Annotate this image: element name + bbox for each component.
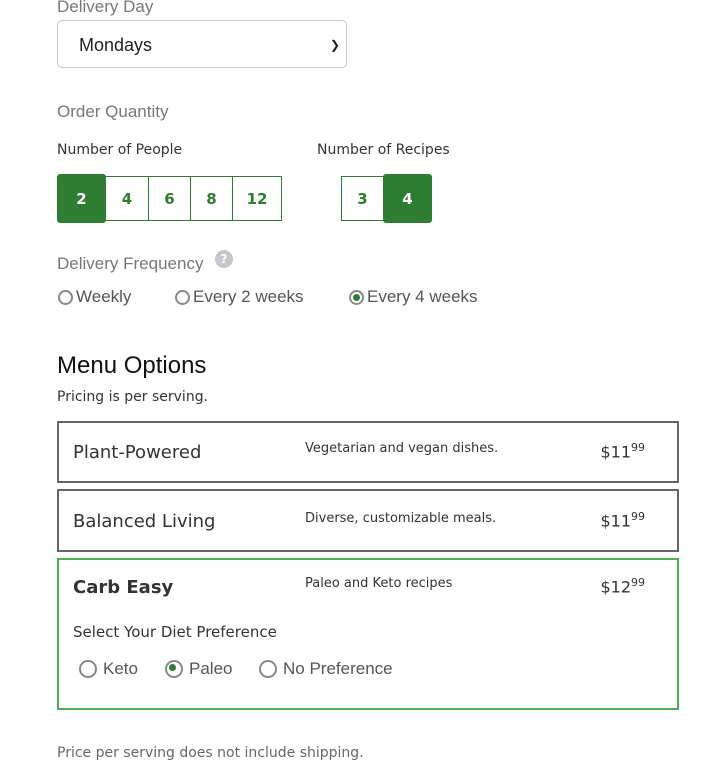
- option-desc: Vegetarian and vegan dishes.: [305, 441, 499, 456]
- people-option-6[interactable]: 6: [148, 176, 191, 221]
- radio-label: Keto: [103, 659, 138, 678]
- diet-label: Select Your Diet Preference: [73, 623, 277, 641]
- recipes-option-3[interactable]: 3: [341, 176, 384, 221]
- radio-icon: [175, 289, 190, 305]
- radio-icon: [79, 660, 97, 678]
- radio-icon: [259, 660, 277, 678]
- frequency-weekly[interactable]: Weekly: [58, 287, 131, 307]
- radio-label: Every 2 weeks: [193, 287, 304, 306]
- delivery-day-label: Delivery Day: [57, 0, 154, 16]
- people-option-8[interactable]: 8: [190, 176, 233, 221]
- radio-label: Every 4 weeks: [367, 287, 478, 306]
- option-desc: Diverse, customizable meals.: [305, 511, 497, 526]
- people-label: Number of People: [57, 142, 183, 158]
- option-name: Carb Easy: [73, 577, 174, 598]
- menu-title: Menu Options: [57, 352, 207, 379]
- frequency-every-4-weeks[interactable]: Every 4 weeks: [349, 287, 478, 307]
- chevron-down-icon: ❯: [329, 38, 340, 52]
- frequency-every-2-weeks[interactable]: Every 2 weeks: [175, 287, 304, 307]
- diet-no-preference[interactable]: No Preference: [259, 659, 393, 679]
- recipes-label: Number of Recipes: [317, 142, 450, 158]
- option-price: $1199: [600, 441, 645, 462]
- menu-option-carb-easy[interactable]: Carb Easy Paleo and Keto recipes $1299 S…: [57, 558, 679, 710]
- people-option-2[interactable]: 2: [57, 174, 106, 223]
- option-name: Plant-Powered: [73, 442, 202, 463]
- people-option-12[interactable]: 12: [232, 176, 282, 221]
- order-quantity-title: Order Quantity: [57, 102, 169, 121]
- diet-paleo[interactable]: Paleo: [165, 659, 232, 679]
- option-name: Balanced Living: [73, 511, 216, 532]
- option-price: $1199: [600, 510, 645, 531]
- people-option-4[interactable]: 4: [105, 176, 149, 221]
- help-icon[interactable]: ?: [215, 250, 233, 268]
- option-price: $1299: [600, 576, 645, 597]
- radio-selected-icon: [349, 289, 364, 305]
- radio-label: Paleo: [189, 659, 233, 678]
- diet-keto[interactable]: Keto: [79, 659, 138, 679]
- menu-subtitle: Pricing is per serving.: [57, 389, 209, 405]
- frequency-label: Delivery Frequency: [57, 254, 204, 273]
- menu-option-balanced-living[interactable]: Balanced Living Diverse, customizable me…: [57, 489, 679, 552]
- radio-selected-icon: [165, 660, 183, 678]
- recipes-option-4[interactable]: 4: [383, 174, 432, 223]
- delivery-day-select[interactable]: Mondays ❯: [57, 20, 347, 68]
- radio-label: Weekly: [76, 287, 132, 306]
- option-desc: Paleo and Keto recipes: [305, 576, 453, 591]
- shipping-note: Price per serving does not include shipp…: [57, 745, 364, 761]
- delivery-day-value: Mondays: [79, 35, 153, 55]
- radio-icon: [58, 289, 73, 305]
- radio-label: No Preference: [283, 659, 393, 678]
- menu-option-plant-powered[interactable]: Plant-Powered Vegetarian and vegan dishe…: [57, 421, 679, 483]
